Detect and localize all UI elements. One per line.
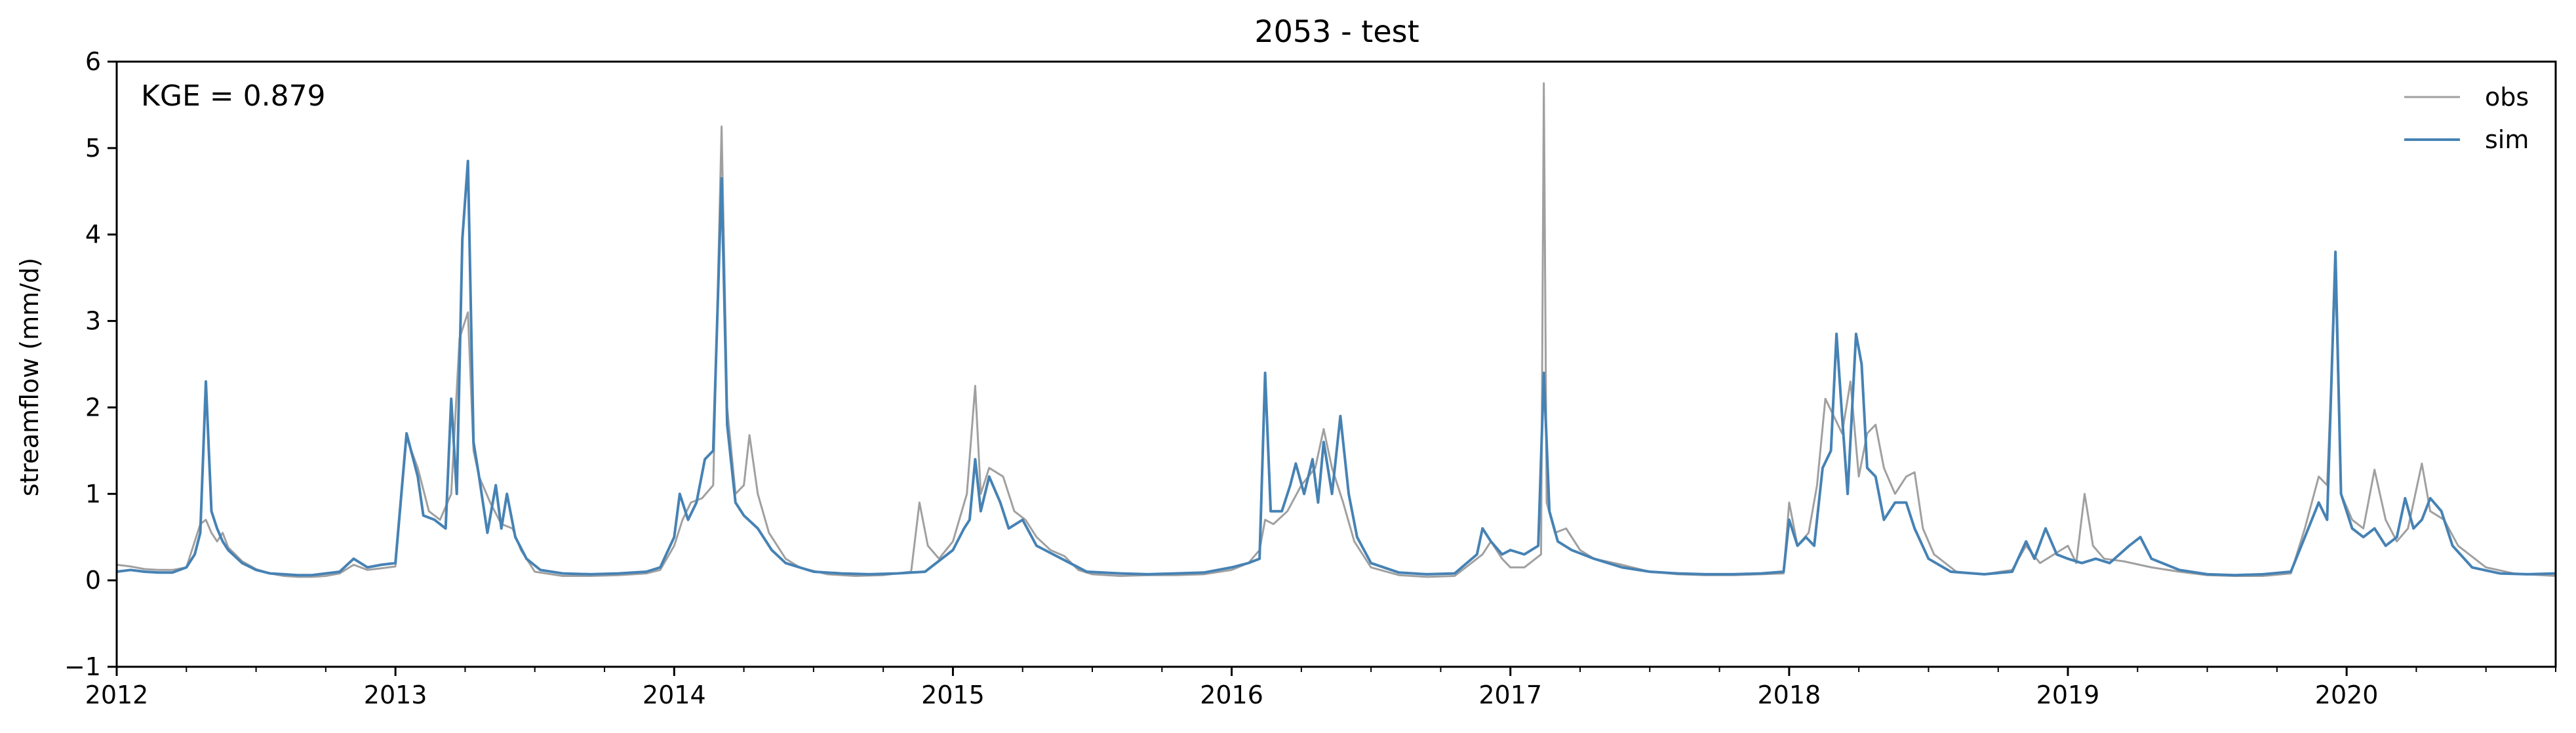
- series-line-sim: [116, 159, 2556, 577]
- axes-frame: [115, 60, 2557, 668]
- y-tick-label: 1: [85, 479, 101, 508]
- y-tick-label: 3: [85, 307, 101, 336]
- legend: obs sim: [2404, 83, 2529, 154]
- x-tick-label: 2012: [85, 681, 149, 709]
- x-tick-label: 2020: [2315, 681, 2379, 709]
- kge-annotation: KGE = 0.879: [141, 79, 326, 113]
- x-tick-label: 2019: [2036, 681, 2100, 709]
- y-axis-label: streamflow (mm/d): [15, 258, 44, 496]
- x-tick-label: 2017: [1478, 681, 1542, 709]
- y-tick-label: 4: [85, 220, 101, 249]
- legend-label-obs: obs: [2485, 83, 2529, 111]
- x-tick-label: 2018: [1757, 681, 1821, 709]
- legend-label-sim: sim: [2485, 125, 2529, 154]
- y-tick-label: −1: [64, 652, 101, 681]
- x-axis: 2012 2013 2014 2015 2016 2017 2018 2019 2020: [85, 667, 2556, 709]
- y-tick-label: 5: [85, 134, 101, 163]
- series-line-obs: [116, 82, 2556, 578]
- x-tick-label: 2013: [364, 681, 427, 709]
- y-tick-label: 6: [85, 47, 101, 76]
- x-tick-label: 2014: [643, 681, 706, 709]
- plot-area: [116, 82, 2556, 578]
- y-axis: −1 0 1 2 3 4 5 6: [64, 47, 117, 681]
- chart-title: 2053 - test: [1254, 14, 1419, 49]
- x-tick-label: 2015: [921, 681, 985, 709]
- x-tick-label: 2016: [1200, 681, 1263, 709]
- y-tick-label: 2: [85, 393, 101, 422]
- y-tick-label: 0: [85, 566, 101, 595]
